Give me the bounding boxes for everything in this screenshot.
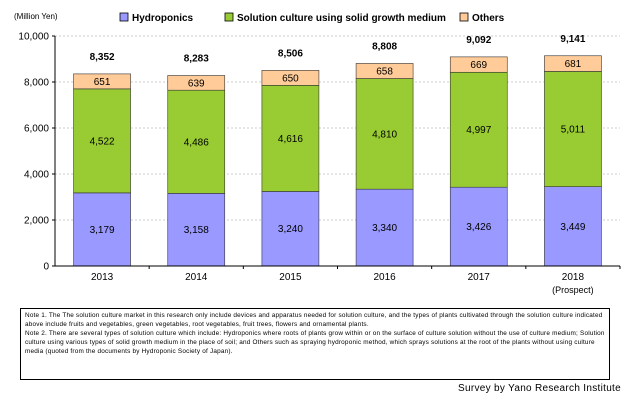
legend-swatch-1	[224, 12, 234, 22]
y-tick-label-0: 0	[43, 262, 49, 273]
gridlines	[55, 35, 620, 221]
total-label-2018: 9,141	[560, 34, 585, 45]
bar-2014-2	[167, 75, 226, 91]
bar-2016-1	[355, 78, 414, 190]
y-tick-label-6000: 6,000	[24, 124, 49, 135]
legend-label-2: Others	[472, 13, 505, 24]
data-label-2014-2: 639	[188, 78, 205, 89]
x-tick-label-2014: 2014	[185, 272, 208, 283]
bar-2018-1	[544, 71, 602, 187]
x-tick-label-2018: 2018	[562, 272, 585, 283]
total-label-2013: 8,352	[90, 52, 115, 63]
total-label-2015: 8,506	[278, 48, 303, 59]
x-tick-label-2015: 2015	[279, 272, 302, 283]
data-label-2015-0: 3,240	[278, 224, 303, 235]
bar-2013-1	[73, 88, 131, 194]
bar-2017-2	[449, 56, 508, 73]
legend-swatch-0	[119, 12, 129, 22]
note-2: Note 2. There are several types of solut…	[25, 330, 605, 355]
data-label-2014-0: 3,158	[184, 225, 209, 236]
legend: Hydroponics Solution culture using solid …	[119, 12, 505, 24]
legend-label-0: Hydroponics	[132, 13, 194, 24]
x-tick-label-2017: 2017	[468, 272, 491, 283]
x-axis-ticks: 2013 2014 2015 2016 2017 2018 (Prospect)	[91, 266, 621, 295]
data-label-2018-0: 3,449	[560, 222, 585, 233]
total-label-2014: 8,283	[184, 53, 209, 64]
data-label-2014-1: 4,486	[184, 137, 209, 148]
bar-2015-0	[261, 191, 320, 267]
data-label-2017-0: 3,426	[466, 222, 491, 233]
data-label-2018-1: 5,011	[561, 125, 586, 136]
bar-2017-1	[449, 71, 508, 188]
bar-2015-2	[261, 70, 320, 86]
data-label-2013-1: 4,522	[90, 136, 115, 147]
bar-2018-2	[544, 55, 602, 72]
bar-2013-2	[73, 73, 131, 90]
data-label-2013-2: 651	[94, 77, 111, 88]
data-label-2015-2: 650	[282, 73, 299, 84]
data-label-2016-2: 658	[376, 66, 393, 77]
bar-2017-0	[449, 186, 508, 267]
data-label-2016-1: 4,810	[372, 129, 397, 140]
legend-label-1: Solution culture using solid growth medi…	[237, 13, 446, 24]
x-tick-label-2013: 2013	[91, 272, 114, 283]
x-tick-sublabel-2018: (Prospect)	[552, 285, 594, 295]
y-axis-unit-label: (Million Yen)	[14, 12, 58, 21]
bar-2014-1	[167, 89, 226, 194]
total-label-2016: 8,808	[372, 41, 397, 52]
data-label-2016-0: 3,340	[372, 223, 397, 234]
y-tick-label-10000: 10,000	[18, 32, 49, 43]
y-tick-label-4000: 4,000	[24, 170, 49, 181]
bar-2015-1	[261, 85, 320, 192]
total-label-2017: 9,092	[466, 35, 491, 46]
stacked-bar-chart: (Million Yen) Hydroponics Solution cultur…	[14, 12, 621, 295]
data-label-2017-1: 4,997	[466, 125, 491, 136]
legend-swatch-2	[459, 12, 469, 22]
notes-box: Note 1. The The solution culture market …	[20, 308, 610, 380]
data-label-2013-0: 3,179	[90, 225, 115, 236]
bars: 3,179 4,522 651 8,352 3,158 4,486 639 8,283 3,24…	[73, 34, 602, 267]
data-label-2015-1: 4,616	[278, 134, 303, 145]
y-tick-label-2000: 2,000	[24, 216, 49, 227]
x-tick-label-2016: 2016	[373, 272, 396, 283]
y-tick-label-8000: 8,000	[24, 78, 49, 89]
data-label-2017-2: 669	[470, 60, 487, 71]
note-1: Note 1. The The solution culture market …	[25, 312, 603, 328]
source-credit: Survey by Yano Research Institute	[458, 383, 621, 394]
y-axis-ticks: 0 2,000 4,000 6,000 8,000 10,000	[18, 32, 55, 273]
data-label-2018-2: 681	[565, 59, 582, 70]
bar-2016-2	[355, 63, 414, 79]
